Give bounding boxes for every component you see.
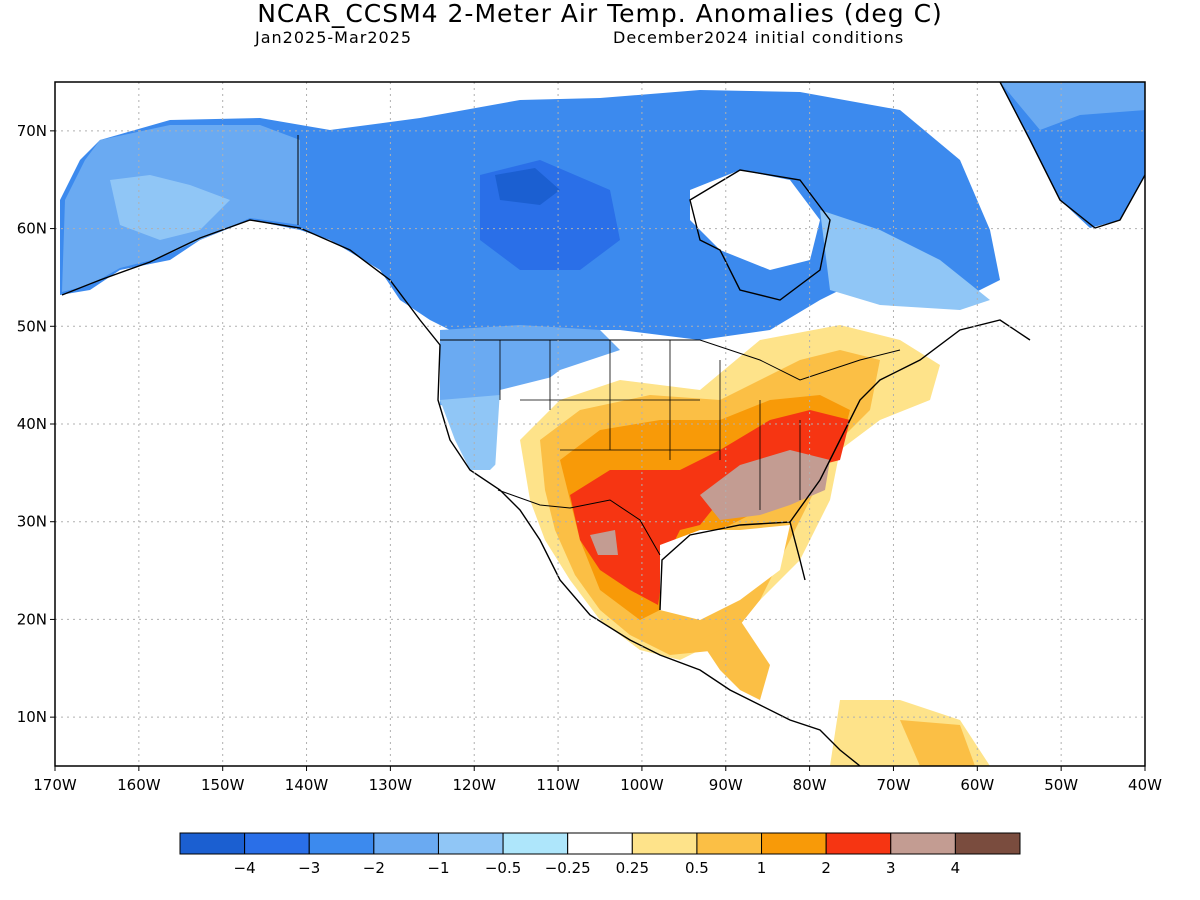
quebec-light-region: [820, 210, 990, 310]
graticule: [55, 82, 1145, 766]
colorbar-swatch: [308, 832, 375, 855]
lat-tick-label: 20N: [17, 610, 47, 628]
lat-tick-label: 40N: [17, 415, 47, 433]
lat-tick-label: 50N: [17, 317, 47, 335]
colorbar-label: −3: [298, 859, 320, 877]
forecast-period: Jan2025-Mar2025: [255, 28, 413, 47]
colorbar-swatch: [631, 832, 698, 855]
colorbar-label: 3: [886, 859, 896, 877]
lon-tick-label: 150W: [201, 776, 245, 794]
colorbar-swatch: [954, 832, 1021, 855]
gulf-of-mexico: [660, 525, 790, 620]
colorbar-label: 2: [821, 859, 831, 877]
colorbar-swatch: [825, 832, 892, 855]
colorbar-label: −4: [234, 859, 256, 877]
state-lines: [499, 340, 801, 510]
map-field: [60, 82, 1145, 766]
colorbar-label: −2: [363, 859, 385, 877]
colorbar-label: 1: [757, 859, 767, 877]
lon-tick-label: 140W: [285, 776, 329, 794]
lat-tick-label: 70N: [17, 122, 47, 140]
hudson-core-coldest: [495, 168, 560, 205]
us-west-white: [495, 370, 640, 470]
lon-tick-label: 80W: [793, 776, 827, 794]
colorbar-label: −0.5: [485, 859, 521, 877]
mexico-brown-spot: [590, 530, 618, 555]
colorbar: −4 −3 −2 −1 −0.5 −0.25 0.25 0.5 1 2 3 4: [179, 832, 1021, 877]
north-america-coastline: [61, 82, 1145, 766]
colorbar-swatch: [761, 832, 827, 855]
south-america-orange: [900, 720, 975, 766]
lon-tick-label: 60W: [960, 776, 994, 794]
lon-tick-label: 160W: [117, 776, 161, 794]
lon-tick-label: 120W: [452, 776, 496, 794]
colorbar-swatch: [502, 832, 569, 855]
lat-tick-label: 60N: [17, 220, 47, 238]
us-mexico-border: [497, 489, 661, 556]
central-america-warm: [700, 620, 770, 700]
lon-tick-label: 130W: [369, 776, 413, 794]
lat-tick-label: 30N: [17, 513, 47, 531]
us-canada-border: [297, 135, 901, 381]
us-northwest-cool: [440, 325, 620, 410]
alaska-lighter-region: [110, 175, 230, 240]
colorbar-swatch: [437, 832, 504, 855]
colorbar-label: 0.25: [616, 859, 649, 877]
lon-tick-label: 110W: [536, 776, 580, 794]
colorbar-swatch: [244, 832, 310, 855]
hudson-bay-white: [690, 170, 820, 270]
lon-tick-label: 50W: [1044, 776, 1078, 794]
latitude-labels: 10N 20N 30N 40N 50N 60N 70N: [17, 122, 55, 726]
lon-tick-label: 70W: [877, 776, 911, 794]
greenland-light-region: [1000, 82, 1145, 130]
map-title: NCAR_CCSM4 2-Meter Air Temp. Anomalies (…: [257, 0, 943, 28]
colorbar-swatch: [567, 832, 633, 855]
longitude-labels: 170W 160W 150W 140W 130W 120W 110W 100W 90W 80W 70…: [33, 766, 1162, 794]
colorbar-swatch: [890, 832, 956, 855]
lon-tick-label: 40W: [1128, 776, 1162, 794]
lon-tick-label: 170W: [33, 776, 77, 794]
lat-tick-label: 10N: [17, 708, 47, 726]
colorbar-label: −0.25: [545, 859, 591, 877]
colorbar-label: 4: [951, 859, 961, 877]
colorbar-label: −1: [427, 859, 449, 877]
initial-conditions: December2024 initial conditions: [613, 28, 905, 47]
colorbar-swatch: [696, 832, 763, 855]
colorbar-swatch: [373, 832, 439, 855]
southeast-brown: [700, 450, 830, 520]
colorbar-label: 0.5: [685, 859, 709, 877]
colorbar-swatch: [179, 832, 246, 855]
lon-tick-label: 90W: [709, 776, 743, 794]
lon-tick-label: 100W: [620, 776, 664, 794]
